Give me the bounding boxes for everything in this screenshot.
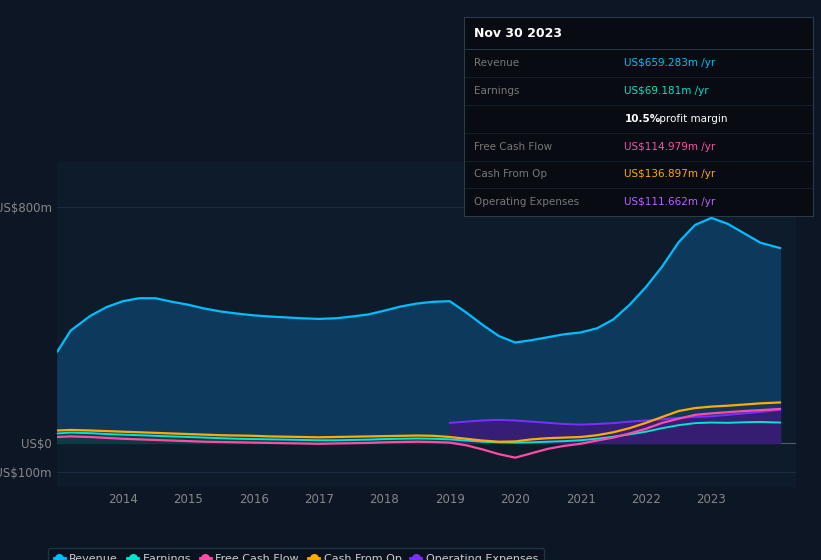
Text: US$111.662m /yr: US$111.662m /yr <box>624 197 716 207</box>
Text: Revenue: Revenue <box>475 58 520 68</box>
Text: Earnings: Earnings <box>475 86 520 96</box>
Text: 10.5%: 10.5% <box>624 114 661 124</box>
Text: Nov 30 2023: Nov 30 2023 <box>475 26 562 40</box>
Text: US$659.283m /yr: US$659.283m /yr <box>624 58 716 68</box>
Legend: Revenue, Earnings, Free Cash Flow, Cash From Op, Operating Expenses: Revenue, Earnings, Free Cash Flow, Cash … <box>48 548 544 560</box>
Text: US$136.897m /yr: US$136.897m /yr <box>624 170 716 179</box>
Text: US$114.979m /yr: US$114.979m /yr <box>624 142 716 152</box>
Text: Cash From Op: Cash From Op <box>475 170 548 179</box>
Text: Operating Expenses: Operating Expenses <box>475 197 580 207</box>
Text: Free Cash Flow: Free Cash Flow <box>475 142 553 152</box>
Text: profit margin: profit margin <box>656 114 727 124</box>
Text: US$69.181m /yr: US$69.181m /yr <box>624 86 709 96</box>
